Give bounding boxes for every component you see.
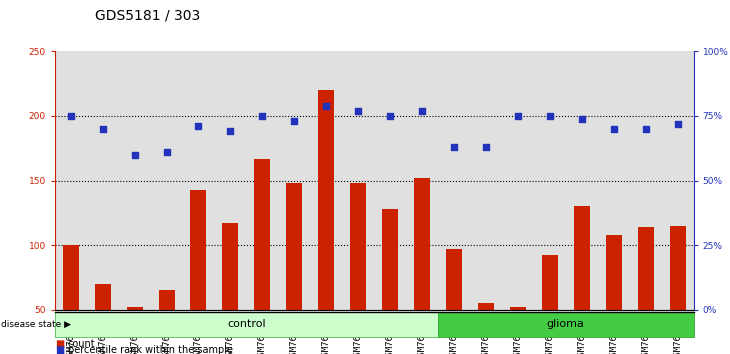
Bar	[661, 51, 694, 310]
Bar	[342, 51, 374, 310]
Bar	[55, 51, 87, 310]
Text: glioma: glioma	[547, 319, 585, 329]
Bar	[350, 183, 366, 354]
Bar	[87, 51, 118, 310]
Point	[512, 113, 523, 119]
Point	[384, 113, 396, 119]
Point	[353, 108, 364, 114]
Bar	[606, 235, 622, 354]
Point	[161, 149, 172, 155]
Point	[480, 144, 492, 150]
Bar	[542, 256, 558, 354]
Bar	[247, 51, 278, 310]
Point	[65, 113, 77, 119]
Bar	[215, 51, 247, 310]
Bar	[382, 209, 398, 354]
Bar	[278, 51, 310, 310]
Text: ■: ■	[55, 339, 64, 349]
Bar	[63, 245, 79, 354]
Text: percentile rank within the sample: percentile rank within the sample	[68, 346, 233, 354]
Bar	[414, 178, 430, 354]
Bar	[566, 51, 598, 310]
Bar	[598, 51, 629, 310]
Point	[639, 126, 651, 132]
Bar	[310, 51, 342, 310]
Bar	[534, 51, 566, 310]
Bar	[286, 183, 302, 354]
Bar	[126, 307, 142, 354]
Text: control: control	[227, 319, 266, 329]
Bar	[150, 51, 182, 310]
Bar	[254, 159, 270, 354]
Point	[448, 144, 460, 150]
Bar	[118, 51, 150, 310]
Bar	[470, 51, 502, 310]
Bar	[637, 227, 653, 354]
Text: disease state ▶: disease state ▶	[1, 320, 71, 329]
Point	[416, 108, 428, 114]
Point	[608, 126, 620, 132]
Bar	[191, 190, 207, 354]
Bar	[318, 90, 334, 354]
Bar	[182, 51, 215, 310]
Bar	[446, 249, 462, 354]
Point	[128, 152, 140, 158]
Bar	[478, 303, 494, 354]
Bar	[669, 226, 685, 354]
Point	[288, 118, 300, 124]
Point	[193, 124, 204, 129]
Bar	[510, 307, 526, 354]
Text: count: count	[68, 339, 96, 349]
Point	[97, 126, 109, 132]
Text: ■: ■	[55, 346, 64, 354]
Bar	[406, 51, 438, 310]
Bar	[574, 206, 590, 354]
Point	[225, 129, 237, 134]
Bar	[502, 51, 534, 310]
Text: GDS5181 / 303: GDS5181 / 303	[95, 9, 200, 23]
Bar	[629, 51, 661, 310]
Point	[672, 121, 683, 126]
Bar	[95, 284, 111, 354]
Point	[256, 113, 268, 119]
Bar	[438, 51, 470, 310]
Bar	[374, 51, 406, 310]
Point	[544, 113, 556, 119]
Point	[576, 116, 588, 121]
Bar	[223, 223, 239, 354]
Bar	[158, 290, 174, 354]
Point	[320, 103, 332, 108]
